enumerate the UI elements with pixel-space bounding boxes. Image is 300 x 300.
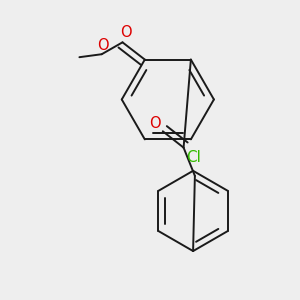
Text: O: O [120,25,131,40]
Text: Cl: Cl [186,150,200,165]
Text: O: O [97,38,108,53]
Text: O: O [149,116,161,131]
